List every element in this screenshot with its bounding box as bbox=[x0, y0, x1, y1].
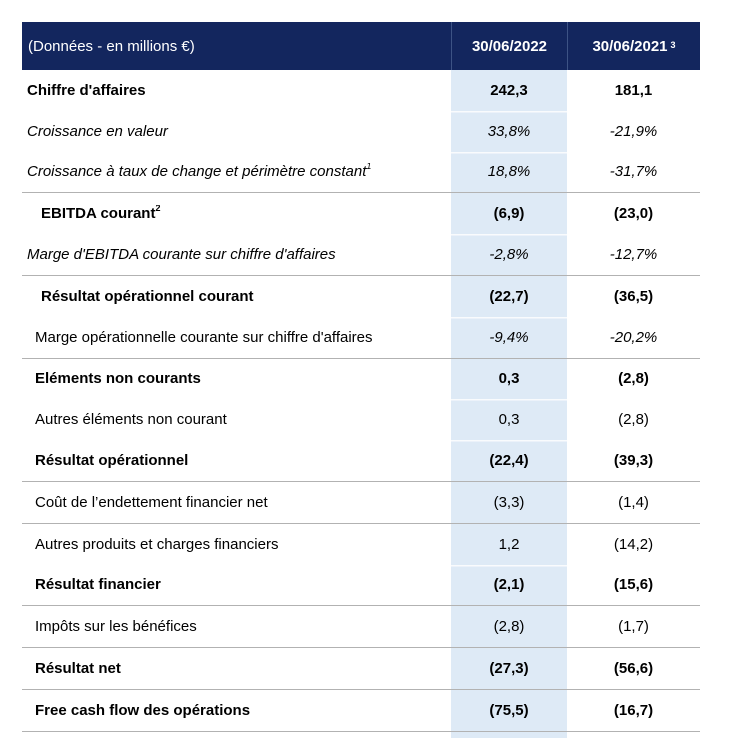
value-2022-cell: (75,5) bbox=[451, 689, 567, 731]
row-label-text: Autres éléments non courant bbox=[35, 411, 227, 429]
column-header-2021-text: 30/06/2021 bbox=[592, 37, 668, 55]
value-2021-cell: (56,6) bbox=[613, 660, 654, 678]
row-label-text: Croissance en valeur bbox=[27, 122, 168, 140]
row-label-text: Résultat opérationnel bbox=[35, 452, 189, 470]
row-label-text: Autres produits et charges financiers bbox=[35, 535, 279, 553]
value-2021-cell: (15,6) bbox=[613, 576, 654, 594]
table-body: Chiffre d'affaires 242,3 181,1 Croissanc… bbox=[22, 70, 700, 731]
row-label-text: EBITDA courant bbox=[41, 205, 156, 223]
value-2021-cell: -21,9% bbox=[609, 122, 658, 140]
value-2022-cell: (6,9) bbox=[451, 193, 567, 235]
row-label-text: Chiffre d'affaires bbox=[27, 81, 146, 99]
row-label: Marge d'EBITDA courante sur chiffre d'af… bbox=[22, 246, 451, 263]
value-2021-cell: (1,7) bbox=[618, 618, 649, 636]
row-label: Croissance à taux de change et périmètre… bbox=[22, 163, 451, 180]
value-2022-cell: (2,8) bbox=[451, 606, 567, 648]
row-label-text: Croissance à taux de change et périmètre… bbox=[27, 163, 367, 181]
table-row: Chiffre d'affaires 242,3 181,1 bbox=[22, 70, 700, 111]
row-label: Free cash flow des opérations bbox=[22, 702, 451, 719]
row-label: Résultat financier bbox=[22, 576, 451, 593]
value-2022-cell: 242,3 bbox=[451, 70, 567, 111]
table-row: Free cash flow des opérations (75,5) (16… bbox=[22, 688, 700, 731]
unit-label: (Données - en millions €) bbox=[28, 37, 195, 55]
row-label: Marge opérationnelle courante sur chiffr… bbox=[22, 329, 451, 346]
value-2021-cell: -12,7% bbox=[609, 246, 658, 264]
row-label-text: Eléments non courants bbox=[35, 370, 201, 388]
row-label: Autres produits et charges financiers bbox=[22, 536, 451, 553]
value-2022-cell: (3,3) bbox=[451, 481, 567, 523]
value-2022-cell: (27,3) bbox=[451, 648, 567, 689]
table-row: Marge opérationnelle courante sur chiffr… bbox=[22, 316, 700, 358]
row-label: Résultat opérationnel bbox=[22, 452, 451, 469]
table-row: Croissance à taux de change et périmètre… bbox=[22, 151, 700, 193]
row-label: Eléments non courants bbox=[22, 370, 451, 387]
table-row: Autres produits et charges financiers 1,… bbox=[22, 522, 700, 565]
financial-results-table: (Données - en millions €) 30/06/2022 30/… bbox=[22, 22, 700, 732]
table-row: EBITDA courant2 (6,9) (23,0) bbox=[22, 192, 700, 235]
value-2021-cell: (14,2) bbox=[613, 535, 654, 553]
table-row: Résultat financier (2,1) (15,6) bbox=[22, 564, 700, 606]
value-2021-cell: -20,2% bbox=[609, 328, 658, 346]
row-label-text: Résultat financier bbox=[35, 576, 161, 594]
row-label-text: Marge d'EBITDA courante sur chiffre d'af… bbox=[27, 246, 336, 264]
row-label: EBITDA courant2 bbox=[22, 205, 451, 222]
value-2022-cell: 1,2 bbox=[451, 523, 567, 565]
row-label: Coût de l’endettement financier net bbox=[22, 494, 451, 511]
value-2022-cell: -9,4% bbox=[451, 316, 567, 358]
value-2022-cell: (2,1) bbox=[451, 564, 567, 606]
footnote-ref-2: 2 bbox=[155, 205, 161, 214]
row-label: Chiffre d'affaires bbox=[22, 82, 451, 99]
value-2022-cell: 33,8% bbox=[451, 110, 567, 152]
value-2022-cell: -2,8% bbox=[451, 234, 567, 275]
value-2022-cell: 0,3 bbox=[451, 399, 567, 441]
value-2021-cell: (2,8) bbox=[618, 411, 649, 429]
value-2022-cell: (22,7) bbox=[451, 275, 567, 317]
row-label: Croissance en valeur bbox=[22, 123, 451, 140]
table-header-row: (Données - en millions €) 30/06/2022 30/… bbox=[22, 22, 700, 70]
value-2022-cell: (22,4) bbox=[451, 440, 567, 481]
column-header-2022: 30/06/2022 bbox=[451, 22, 567, 70]
row-label: Résultat opérationnel courant bbox=[22, 288, 451, 305]
row-label: Impôts sur les bénéfices bbox=[22, 618, 451, 635]
table-row: Impôts sur les bénéfices (2,8) (1,7) bbox=[22, 605, 700, 648]
accent-column-stub bbox=[451, 732, 567, 738]
table-row: Marge d'EBITDA courante sur chiffre d'af… bbox=[22, 234, 700, 275]
row-label-text: Coût de l’endettement financier net bbox=[35, 493, 268, 511]
row-label-text: Impôts sur les bénéfices bbox=[35, 618, 197, 636]
table-row: Résultat opérationnel (22,4) (39,3) bbox=[22, 440, 700, 481]
row-label-text: Marge opérationnelle courante sur chiffr… bbox=[35, 328, 373, 346]
value-2021-cell: (2,8) bbox=[618, 370, 649, 388]
column-header-2021: 30/06/2021 3 bbox=[567, 22, 700, 70]
value-2022-cell: 18,8% bbox=[451, 151, 567, 193]
table-row: Eléments non courants 0,3 (2,8) bbox=[22, 357, 700, 400]
value-2022-cell: 0,3 bbox=[451, 358, 567, 400]
value-2021-cell: (1,4) bbox=[618, 493, 649, 511]
value-2021-cell: 181,1 bbox=[614, 81, 653, 99]
table-row: Croissance en valeur 33,8% -21,9% bbox=[22, 110, 700, 152]
row-label-text: Free cash flow des opérations bbox=[35, 701, 251, 719]
value-2021-cell: (39,3) bbox=[613, 452, 654, 470]
row-label-text: Résultat opérationnel courant bbox=[41, 287, 254, 305]
row-label: Résultat net bbox=[22, 660, 451, 677]
value-2021-cell: (36,5) bbox=[613, 287, 654, 305]
table-row: Résultat net (27,3) (56,6) bbox=[22, 647, 700, 689]
table-row: Coût de l’endettement financier net (3,3… bbox=[22, 480, 700, 523]
row-label: Autres éléments non courant bbox=[22, 411, 451, 428]
row-label-text: Résultat net bbox=[35, 660, 121, 678]
footnote-ref-1: 1 bbox=[366, 163, 372, 172]
value-2021-cell: (16,7) bbox=[613, 701, 654, 719]
table-row: Résultat opérationnel courant (22,7) (36… bbox=[22, 274, 700, 317]
value-2021-cell: -31,7% bbox=[609, 163, 658, 181]
table-row: Autres éléments non courant 0,3 (2,8) bbox=[22, 399, 700, 441]
value-2021-cell: (23,0) bbox=[613, 205, 654, 223]
column-header-2022-text: 30/06/2022 bbox=[471, 37, 548, 55]
